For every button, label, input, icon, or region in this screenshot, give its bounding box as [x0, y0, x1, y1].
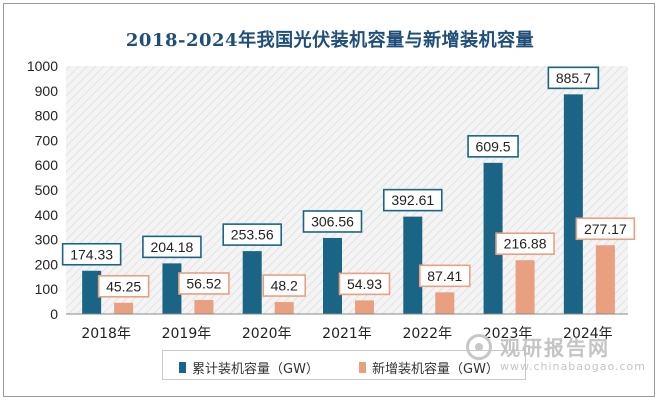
bar-new: [114, 302, 134, 314]
bar-cumulative: [483, 162, 503, 314]
watermark-site: www.chinabaogao.com: [500, 360, 646, 373]
bar-cumulative: [82, 270, 102, 314]
y-tick-label: 500: [35, 182, 59, 198]
data-label-box-cumulative: [382, 188, 443, 212]
x-tick-label: 2023年: [483, 326, 533, 342]
data-label-new: 87.41: [427, 268, 462, 284]
data-label-new: 45.25: [106, 278, 141, 294]
y-tick-label: 700: [35, 132, 59, 148]
data-label-new: 56.52: [186, 275, 221, 291]
legend-item-new: 新增装机容量（GW）: [359, 358, 499, 377]
x-tick-label: 2019年: [162, 326, 212, 342]
y-tick-label: 1000: [27, 58, 58, 74]
bar-cumulative: [323, 237, 342, 314]
x-tick-label: 2024年: [563, 326, 613, 342]
y-tick-label: 200: [35, 256, 59, 272]
data-label-cumulative: 885.7: [556, 70, 591, 86]
data-label-box-new: [575, 217, 636, 241]
legend-swatch-new: [359, 362, 366, 373]
y-tick-label: 300: [35, 232, 59, 248]
bar-cumulative: [563, 94, 583, 314]
data-label-box-new: [262, 274, 307, 297]
x-tick-label: 2018年: [81, 326, 131, 342]
bar-new: [194, 299, 214, 314]
y-tick-label: 0: [50, 306, 58, 322]
legend: 累计装机容量（GW） 新增装机容量（GW）: [162, 350, 526, 380]
y-tick-label: 900: [35, 83, 59, 99]
data-label-new: 54.93: [347, 276, 382, 292]
data-label-box-cumulative: [467, 135, 519, 158]
bar-new: [355, 300, 374, 314]
x-axis: 2018年 2019年 2020年 2021年 2022年 2023年 2024年: [66, 313, 628, 342]
y-tick-label: 100: [35, 281, 59, 297]
x-tick-label: 2020年: [242, 326, 292, 342]
y-tick-label: 600: [35, 157, 59, 173]
data-label-cumulative: 392.61: [391, 192, 434, 208]
data-label-box-cumulative: [302, 210, 363, 233]
data-label-box-cumulative: [61, 242, 122, 266]
chart-title: 2018-2024年我国光伏装机容量与新增装机容量: [125, 30, 535, 51]
data-label-new: 48.2: [271, 278, 298, 294]
y-axis: 0 100 200 300 400 500 600 700 800 900 1000: [27, 58, 58, 322]
data-label-box-new: [178, 272, 230, 295]
data-label-new: 277.17: [584, 221, 627, 237]
data-label-cumulative: 204.18: [151, 239, 194, 255]
bars: 174.33 45.25 204.18 56.52 253.56 48.2 306.56 54…: [61, 66, 636, 314]
data-label-box-cumulative: [222, 223, 283, 246]
y-tick-label: 800: [35, 108, 59, 124]
legend-label-new: 新增装机容量（GW）: [372, 362, 499, 377]
data-label-cumulative: 306.56: [311, 213, 354, 229]
y-tick-label: 400: [35, 207, 59, 223]
data-label-box-new: [418, 264, 471, 288]
bar-cumulative: [162, 263, 182, 314]
bar-new: [274, 302, 294, 314]
bar-cumulative: [242, 251, 262, 314]
data-label-box-new: [97, 274, 150, 298]
legend-label-cumulative: 累计装机容量（GW）: [192, 362, 319, 377]
x-tick-label: 2021年: [322, 326, 372, 342]
data-label-box-new: [338, 272, 391, 296]
legend-swatch-cumulative: [179, 362, 186, 373]
legend-item-cumulative: 累计装机容量（GW）: [179, 358, 319, 377]
data-label-new: 216.88: [504, 236, 547, 252]
bar-cumulative: [403, 216, 423, 314]
data-label-box-new: [495, 232, 555, 256]
watermark-logo-icon: [466, 334, 492, 360]
data-label-box-cumulative: [547, 66, 600, 90]
data-label-box-cumulative: [142, 235, 202, 259]
watermark-brand: 观研报告网: [500, 336, 610, 360]
x-tick-label: 2022年: [402, 326, 452, 342]
bar-new: [595, 245, 615, 314]
data-label-cumulative: 174.33: [70, 246, 113, 262]
data-label-cumulative: 609.5: [476, 138, 511, 154]
bar-new: [435, 292, 455, 314]
bar-new: [515, 260, 535, 314]
data-label-cumulative: 253.56: [231, 227, 274, 243]
watermark: 观研报告网 www.chinabaogao.com: [466, 330, 645, 374]
